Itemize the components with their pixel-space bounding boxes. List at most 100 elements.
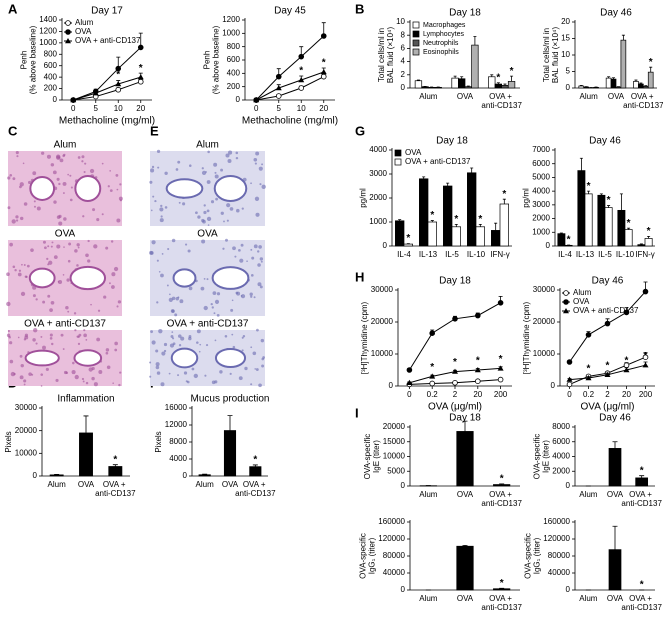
micrograph-cell bbox=[238, 249, 241, 252]
micrograph-cell bbox=[47, 245, 50, 248]
y-tick-label: 10000 bbox=[15, 448, 38, 457]
micrograph-cell bbox=[24, 275, 28, 278]
micrograph-cell bbox=[48, 260, 53, 265]
micrograph-cell bbox=[24, 335, 29, 340]
x-axis-label: OVA (μg/ml) bbox=[581, 402, 635, 413]
micrograph-cell bbox=[260, 260, 263, 263]
y-tick-label: 10 bbox=[396, 17, 405, 26]
micrograph-cell bbox=[212, 291, 217, 296]
micrograph-cell bbox=[150, 330, 154, 334]
micrograph-cell bbox=[187, 249, 191, 253]
micrograph-cell bbox=[92, 208, 96, 212]
micrograph-cell bbox=[150, 209, 153, 212]
micrograph-airway bbox=[211, 266, 250, 290]
micrograph-cell bbox=[36, 206, 41, 211]
micrograph-cell bbox=[236, 208, 240, 213]
micrograph-cell bbox=[50, 300, 55, 305]
micrograph-cell bbox=[74, 329, 77, 332]
legend-swatch bbox=[412, 39, 420, 47]
marker bbox=[642, 354, 649, 361]
micrograph-cell bbox=[206, 180, 211, 184]
micrograph-cell bbox=[40, 335, 43, 338]
x-tick-label: OVA + anti-CD137 bbox=[621, 490, 662, 508]
micrograph-cell bbox=[236, 291, 241, 296]
y-tick-label: 15 bbox=[561, 34, 570, 43]
y-tick-label: 160000 bbox=[543, 517, 570, 526]
micrograph-cell bbox=[40, 385, 43, 387]
y-tick-label: 8 bbox=[401, 30, 406, 39]
micrograph-cell bbox=[6, 272, 10, 277]
micrograph-cell bbox=[46, 154, 52, 159]
micrograph-cell bbox=[170, 334, 174, 338]
legend-marker bbox=[563, 299, 569, 305]
micrograph-cell bbox=[241, 336, 244, 339]
micrograph-cell bbox=[116, 218, 121, 223]
micrograph-cell bbox=[214, 174, 219, 179]
micrograph-cell bbox=[45, 367, 49, 371]
micrograph-cell bbox=[19, 185, 22, 189]
y-axis-label: Total cells/ml in bbox=[542, 28, 551, 82]
micrograph-cell bbox=[149, 180, 153, 184]
error-bar bbox=[462, 420, 468, 432]
marker bbox=[92, 90, 99, 96]
micrograph-cell bbox=[7, 176, 11, 180]
legend-label: Eosinophils bbox=[423, 49, 459, 56]
chart-title: Day 17 bbox=[91, 6, 123, 17]
y-axis-label: OVA-specific bbox=[359, 533, 368, 579]
micrograph-cell bbox=[253, 244, 258, 249]
significance: * bbox=[454, 214, 458, 225]
micrograph-cell bbox=[57, 280, 60, 283]
chart-title: Day 46 bbox=[592, 276, 624, 287]
marker bbox=[497, 299, 504, 306]
micrograph-cell bbox=[203, 204, 206, 207]
x-tick-label: 2 bbox=[453, 390, 458, 399]
micrograph-cell bbox=[60, 333, 64, 337]
error-bar bbox=[453, 75, 457, 79]
micrograph-cell bbox=[35, 298, 38, 301]
x-tick-label: IFN-γ bbox=[490, 250, 510, 259]
legend-marker bbox=[65, 38, 71, 44]
micrograph-cell bbox=[33, 328, 38, 333]
micrograph-cell bbox=[28, 372, 32, 376]
x-tick-label: IL-4 bbox=[558, 250, 572, 259]
y-tick-label: 1000 bbox=[532, 227, 550, 236]
y-tick-label: 1000 bbox=[369, 217, 387, 226]
micrograph-cell bbox=[115, 173, 119, 177]
y-tick-label: 200 bbox=[227, 82, 241, 91]
error-bar bbox=[499, 483, 505, 485]
micrograph-cell bbox=[72, 361, 75, 365]
significance: * bbox=[478, 214, 482, 225]
marker bbox=[566, 359, 573, 365]
micrograph-cell bbox=[62, 154, 65, 158]
micrograph-cell bbox=[216, 313, 220, 317]
bar bbox=[451, 77, 459, 89]
bar bbox=[434, 86, 442, 89]
chart-title: Day 46 bbox=[599, 413, 631, 424]
micrograph-cell bbox=[261, 184, 266, 190]
micrograph-cell bbox=[111, 272, 116, 277]
bar bbox=[395, 220, 405, 247]
micrograph-cell bbox=[186, 380, 190, 384]
x-tick-label: 0 bbox=[254, 104, 259, 113]
x-tick-label: 0 bbox=[407, 390, 412, 399]
y-tick-label: 10000 bbox=[371, 349, 394, 358]
legend-swatch bbox=[412, 21, 420, 29]
legend-marker bbox=[563, 290, 569, 296]
micrograph-cell bbox=[226, 203, 231, 208]
micrograph-cell bbox=[119, 371, 122, 374]
significance: * bbox=[640, 465, 644, 476]
error-bar bbox=[607, 205, 611, 208]
micrograph-cell bbox=[213, 162, 218, 167]
micrograph-cell bbox=[169, 343, 175, 348]
micrograph-cell bbox=[259, 285, 263, 289]
bar bbox=[494, 83, 503, 89]
y-tick-label: 0 bbox=[566, 83, 571, 92]
x-axis-label: OVA (μg/ml) bbox=[428, 402, 482, 413]
micrograph-cell bbox=[76, 264, 79, 267]
micrograph-cell bbox=[257, 263, 261, 267]
bar bbox=[421, 86, 429, 89]
micrograph-cell bbox=[6, 333, 11, 338]
micrograph-cell bbox=[214, 339, 217, 342]
micrograph-cell bbox=[164, 206, 168, 209]
y-tick-label: 2000 bbox=[552, 466, 570, 475]
